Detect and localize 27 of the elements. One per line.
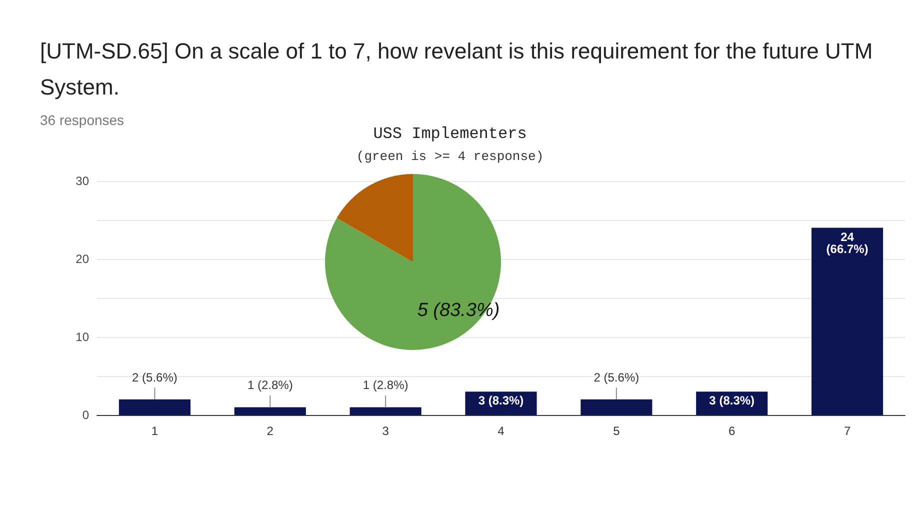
x-tick-label: 4 (498, 424, 505, 438)
x-tick-label: 5 (613, 424, 620, 438)
chart-subtitle: 36 responses (40, 112, 124, 128)
bar (118, 399, 190, 415)
x-tick-label: 3 (382, 424, 390, 438)
bar (234, 407, 306, 415)
x-tick-label: 2 (266, 424, 274, 438)
data-label: 2 (5.6%) (132, 370, 178, 384)
y-tick-label: 20 (76, 252, 90, 266)
y-tick-label: 10 (76, 330, 90, 344)
data-label: 2 (5.6%) (594, 370, 640, 384)
x-tick-label: 7 (844, 424, 851, 438)
chart-title: USS Implementers (373, 125, 527, 143)
data-label: 3 (8.3%) (478, 394, 524, 408)
y-tick-label: 0 (82, 408, 90, 422)
chart-title: [UTM-SD.65] On a scale of 1 to 7, how revelant is this requirement for the future UTM System. (40, 38, 879, 100)
data-label: 3 (8.3%) (709, 394, 755, 408)
data-label: 24 (66.7%) (826, 230, 868, 256)
x-tick-label: 6 (728, 424, 736, 438)
y-tick-label: 30 (76, 174, 90, 188)
bar (812, 228, 884, 415)
data-label: 1 (2.8%) (362, 378, 408, 392)
bar (580, 399, 652, 415)
x-tick-label: 1 (151, 424, 158, 438)
data-label: 1 (2.8%) (247, 378, 293, 392)
chart-subtitle: (green is >= 4 response) (356, 149, 544, 164)
bar (350, 407, 422, 415)
